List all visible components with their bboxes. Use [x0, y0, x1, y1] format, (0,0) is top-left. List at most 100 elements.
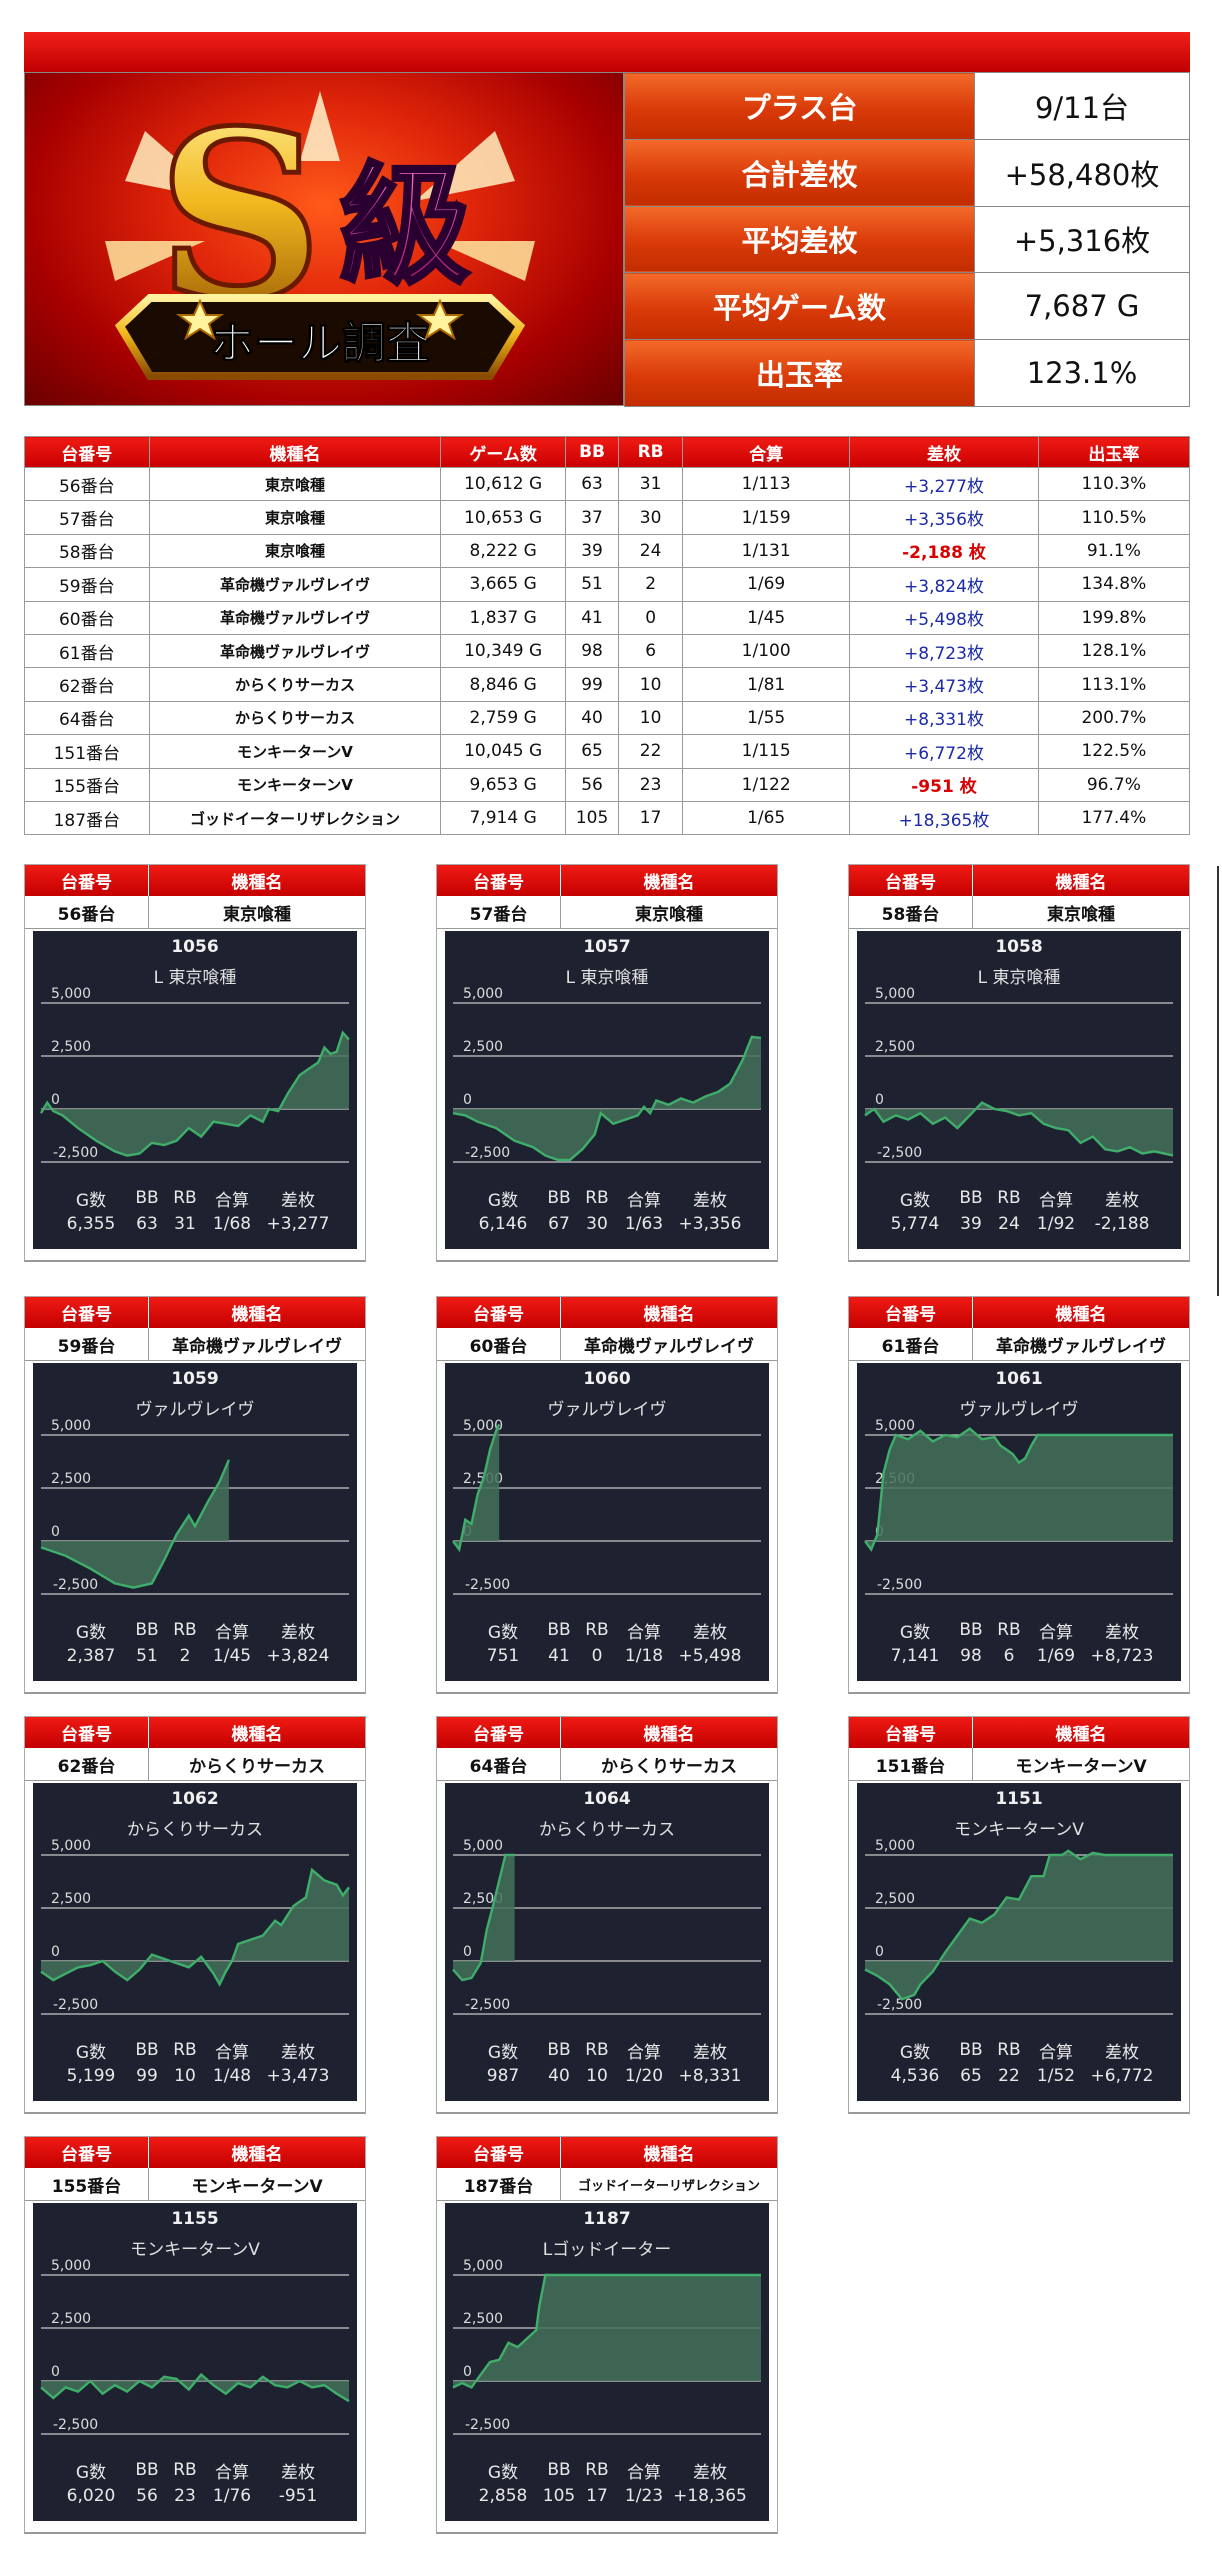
y-tick-label: -2,500 — [53, 1145, 98, 1161]
y-tick-label: -2,500 — [877, 1145, 922, 1161]
slump-graph: 5,000 2,500 0 -2,500 — [452, 986, 762, 1163]
stat-value: 1/92 — [1036, 1214, 1076, 1234]
slump-graph: 5,000 2,500 0 -2,500 — [452, 2258, 761, 2435]
stat-value: 4,536 — [890, 2066, 940, 2086]
column-header: 合算 — [682, 436, 851, 468]
summary-value: 7,687 G — [974, 272, 1190, 341]
card-machine-model: 革命機ヴァルヴレイヴ — [996, 1336, 1166, 1357]
cell-rb: 23 — [618, 767, 684, 802]
cell-bb: 63 — [564, 466, 620, 502]
cell-rb: 10 — [618, 667, 684, 702]
stats-value-row: 6,020 56 23 1/76 -951 — [33, 2483, 357, 2509]
graph-machine-number: 1061 — [995, 1369, 1043, 1389]
card-machine-no: 59番台 — [25, 1328, 149, 1360]
graph-panel: 1187 Lゴッドイーター 5,000 2,500 0 -2,500 G数 BB RB 合算 差枚 2… — [445, 2203, 769, 2521]
stat-value: +5,498 — [678, 1646, 742, 1666]
cell-combined: 1/45 — [682, 600, 851, 635]
stat-header: BB — [959, 2040, 983, 2060]
card-machine-no: 57番台 — [437, 896, 561, 928]
summary-value: +5,316枚 — [974, 205, 1190, 274]
y-tick-label: -2,500 — [465, 1145, 510, 1161]
card-header: 台番号 機種名 — [849, 1717, 1189, 1748]
slump-line — [40, 1459, 231, 1589]
stat-value: 1/18 — [624, 1646, 664, 1666]
rank-kanji: 級 — [340, 149, 470, 302]
scrollbar[interactable] — [1217, 866, 1219, 1296]
cell-diff: +18,365枚 — [849, 800, 1039, 836]
stats-value-row: 2,387 51 2 1/45 +3,824 — [33, 1643, 357, 1669]
slump-graph: 5,000 2,500 0 -2,500 — [864, 1838, 1173, 2015]
stat-value: 6,355 — [66, 1214, 116, 1234]
machine-card: 台番号 機種名 57番台 東京喰種 1057 L 東京喰種 5,000 2,500 0 -2,50… — [436, 864, 778, 1262]
card-machine-no: 64番台 — [437, 1748, 561, 1780]
slump-graph: 5,000 2,500 0 -2,500 — [864, 986, 1174, 1163]
stat-value: -951 — [278, 2486, 318, 2506]
card-header-no: 台番号 — [849, 1717, 973, 1748]
stat-value: +18,365 — [673, 2486, 747, 2506]
stat-value: 23 — [174, 2486, 196, 2506]
cell-model: からくりサーカス — [148, 667, 442, 702]
cell-rb: 6 — [618, 633, 684, 669]
card-header-model: 機種名 — [561, 2137, 777, 2168]
card-header: 台番号 機種名 — [25, 1717, 365, 1748]
cell-no: 155番台 — [24, 767, 150, 802]
stat-value: 99 — [136, 2066, 158, 2086]
card-header-no: 台番号 — [25, 865, 149, 896]
graph-stats: G数 BB RB 合算 差枚 5,199 99 10 1/48 +3,473 — [33, 2037, 357, 2089]
y-tick-label: -2,500 — [465, 1577, 510, 1593]
slump-area — [453, 2275, 761, 2388]
y-tick-label: -2,500 — [465, 1997, 510, 2013]
cell-games: 9,653 G — [440, 767, 566, 802]
stat-header: G数 — [487, 2042, 519, 2063]
cell-no: 56番台 — [24, 466, 150, 502]
graph-stats: G数 BB RB 合算 差枚 2,858 105 17 1/23 +18,365 — [445, 2457, 769, 2509]
stats-header-row: G数 BB RB 合算 差枚 — [445, 1185, 769, 1211]
stat-header: BB — [959, 1620, 983, 1640]
card-info-row: 56番台 東京喰種 — [25, 896, 365, 929]
stat-value: 751 — [486, 1646, 520, 1666]
graph-title: からくりサーカス — [539, 1820, 675, 1840]
stat-value: 40 — [548, 2066, 570, 2086]
card-header: 台番号 機種名 — [437, 865, 777, 896]
stat-header: BB — [135, 2460, 159, 2480]
stat-value: 17 — [586, 2486, 608, 2506]
y-tick-label: 5,000 — [463, 2258, 503, 2274]
stat-header: RB — [585, 2460, 609, 2480]
cell-rate: 122.5% — [1037, 734, 1191, 769]
table-row: 187番台 ゴッドイーターリザレクション 7,914 G 105 17 1/65 +18,3… — [24, 800, 1191, 836]
card-header-no: 台番号 — [437, 1297, 561, 1328]
stat-value: 1/23 — [624, 2486, 664, 2506]
stat-header: 差枚 — [1105, 1622, 1139, 1643]
stat-value: 1/63 — [624, 1214, 664, 1234]
slump-line — [39, 1030, 350, 1157]
cell-diff: +8,723枚 — [849, 633, 1039, 669]
stat-header: BB — [959, 1188, 983, 1208]
card-info-row: 58番台 東京喰種 — [849, 896, 1189, 929]
card-header-no: 台番号 — [437, 2137, 561, 2168]
cell-diff: +5,498枚 — [849, 600, 1039, 635]
card-header-model: 機種名 — [561, 865, 777, 896]
table-row: 155番台 モンキーターンV 9,653 G 56 23 1/122 -951 枚 96.7% — [24, 767, 1191, 802]
stat-value: 5,774 — [890, 1214, 940, 1234]
machine-results-table: 台番号 機種名 ゲーム数 BB RB 合算 差枚 出玉率 56番台 東京喰種 10,612 G 63… — [24, 436, 1191, 836]
machine-card: 台番号 機種名 56番台 東京喰種 1056 L 東京喰種 5,000 2,500 0 -2,50… — [24, 864, 366, 1262]
stat-header: 差枚 — [693, 2462, 727, 2483]
cell-model: からくりサーカス — [148, 700, 442, 736]
card-header: 台番号 機種名 — [25, 1297, 365, 1328]
machine-card: 台番号 機種名 187番台 ゴッドイーターリザレクション 1187 Lゴッドイーター 5,0… — [436, 2136, 778, 2534]
machine-card: 台番号 機種名 64番台 からくりサーカス 1064 からくりサーカス 5,000 2,500… — [436, 1716, 778, 2114]
stat-header: 合算 — [627, 2042, 661, 2063]
machine-card: 台番号 機種名 59番台 革命機ヴァルヴレイヴ 1059 ヴァルヴレイヴ 5,000 2,50… — [24, 1296, 366, 1694]
slump-area — [41, 1032, 349, 1156]
cell-games: 8,846 G — [440, 667, 566, 702]
cell-diff: +3,356枚 — [849, 500, 1039, 535]
stat-value: 1/68 — [212, 1214, 252, 1234]
cell-no: 62番台 — [24, 667, 150, 702]
cell-bb: 37 — [564, 500, 620, 535]
summary-value: +58,480枚 — [974, 138, 1190, 207]
cell-diff: +3,824枚 — [849, 567, 1039, 602]
graph-stats: G数 BB RB 合算 差枚 987 40 10 1/20 +8,331 — [445, 2037, 769, 2089]
cell-rate: 134.8% — [1037, 567, 1191, 602]
stat-value: 65 — [960, 2066, 982, 2086]
top-red-bar — [24, 32, 1190, 72]
